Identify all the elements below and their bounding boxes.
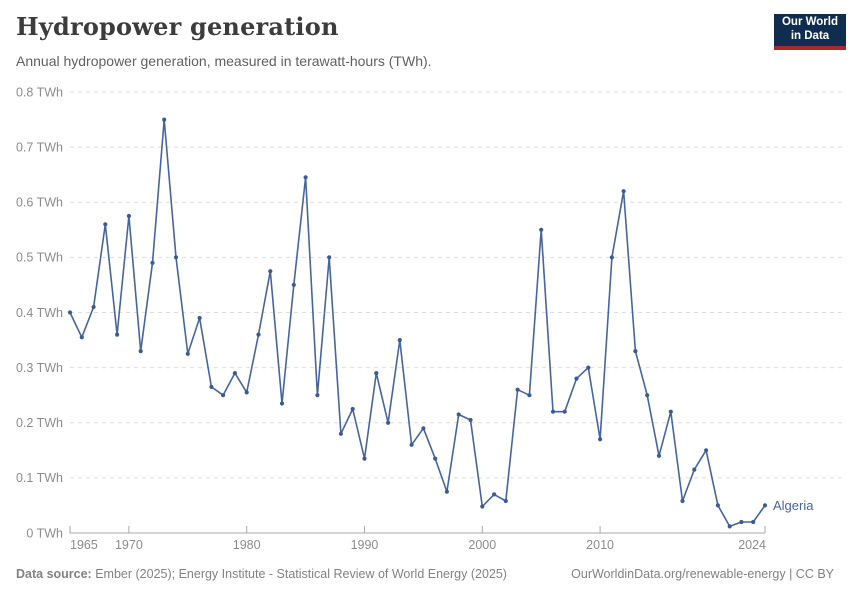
data-series-line[interactable] — [69, 118, 766, 528]
data-point[interactable] — [492, 492, 497, 497]
page-title: Hydropower generation — [16, 12, 339, 41]
data-source-text: Ember (2025); Energy Institute - Statist… — [91, 567, 507, 581]
y-axis-label: 0.5 TWh — [16, 251, 63, 265]
data-point[interactable] — [256, 332, 261, 337]
data-point[interactable] — [715, 503, 721, 508]
data-point[interactable] — [550, 409, 556, 414]
entity-label[interactable]: Algeria — [773, 498, 814, 513]
x-axis-label: 2024 — [738, 538, 766, 552]
data-point[interactable] — [279, 401, 285, 406]
data-point[interactable] — [126, 213, 131, 219]
data-source-label: Data source: — [16, 567, 92, 581]
data-point[interactable] — [515, 387, 520, 392]
data-point[interactable] — [762, 503, 768, 508]
data-point[interactable] — [221, 393, 226, 398]
data-point[interactable] — [574, 376, 579, 381]
data-point[interactable] — [668, 409, 673, 414]
data-point[interactable] — [197, 315, 202, 321]
data-point[interactable] — [338, 431, 343, 436]
data-point[interactable] — [468, 417, 473, 423]
x-axis-label: 2000 — [468, 538, 496, 552]
data-point[interactable] — [173, 255, 179, 260]
data-point[interactable] — [727, 524, 732, 529]
data-point[interactable] — [397, 338, 402, 343]
data-source-note: Data source: Ember (2025); Energy Instit… — [16, 567, 507, 581]
data-point[interactable] — [527, 393, 532, 398]
x-axis-label: 2010 — [586, 538, 614, 552]
y-axis-label: 0.1 TWh — [16, 471, 63, 485]
owid-url-license[interactable]: OurWorldinData.org/renewable-energy | CC… — [571, 567, 834, 581]
data-point[interactable] — [386, 420, 391, 425]
data-point[interactable] — [409, 442, 414, 447]
y-axis-label: 0.4 TWh — [16, 306, 63, 320]
data-point[interactable] — [739, 519, 744, 525]
data-point[interactable] — [209, 384, 214, 389]
data-point[interactable] — [362, 456, 367, 461]
data-point[interactable] — [692, 467, 697, 472]
data-point[interactable] — [79, 335, 84, 340]
y-axis-label: 0.2 TWh — [16, 416, 63, 430]
data-point[interactable] — [621, 189, 626, 194]
y-axis-label: 0 TWh — [26, 526, 63, 540]
data-point[interactable] — [751, 519, 756, 525]
data-point[interactable] — [609, 255, 615, 260]
data-point[interactable] — [645, 393, 650, 398]
data-point[interactable] — [444, 489, 449, 494]
data-point[interactable] — [598, 437, 603, 442]
y-axis-label: 0.8 TWh — [16, 85, 63, 99]
x-axis-label: 1965 — [70, 538, 98, 552]
data-point[interactable] — [656, 453, 662, 458]
chart-subtitle: Annual hydropower generation, measured i… — [16, 53, 432, 69]
data-point[interactable] — [268, 269, 273, 274]
data-point[interactable] — [456, 412, 461, 417]
data-point[interactable] — [503, 498, 508, 504]
data-point[interactable] — [704, 448, 709, 453]
data-point[interactable] — [291, 282, 296, 287]
data-point[interactable] — [315, 393, 320, 398]
x-axis-label: 1990 — [351, 538, 379, 552]
data-point[interactable] — [421, 426, 426, 431]
data-point[interactable] — [303, 175, 308, 180]
y-axis-label: 0.6 TWh — [16, 196, 63, 210]
data-point[interactable] — [162, 117, 167, 122]
y-axis-label: 0.3 TWh — [16, 361, 63, 375]
data-point[interactable] — [91, 304, 96, 310]
data-point[interactable] — [185, 351, 190, 356]
data-point[interactable] — [374, 371, 379, 376]
owid-logo-line1: Our World — [781, 16, 838, 28]
data-point[interactable] — [103, 222, 108, 227]
data-point[interactable] — [115, 332, 120, 337]
data-point[interactable] — [67, 310, 73, 315]
data-point[interactable] — [327, 255, 332, 260]
data-point[interactable] — [138, 349, 143, 354]
data-point[interactable] — [350, 406, 355, 412]
owid-logo[interactable]: Our World in Data — [774, 14, 846, 50]
data-point[interactable] — [433, 456, 438, 461]
x-axis-label: 1970 — [115, 538, 143, 552]
data-point[interactable] — [150, 260, 155, 265]
data-point[interactable] — [586, 365, 591, 370]
data-point[interactable] — [232, 371, 237, 376]
x-axis-label: 1980 — [233, 538, 261, 552]
y-axis-label: 0.7 TWh — [16, 140, 63, 154]
data-point[interactable] — [480, 504, 485, 509]
data-point[interactable] — [680, 498, 685, 504]
data-point[interactable] — [562, 409, 567, 414]
data-point[interactable] — [633, 349, 638, 354]
data-point[interactable] — [244, 390, 249, 395]
chart-footer: Data source: Ember (2025); Energy Instit… — [16, 567, 834, 581]
owid-logo-line2: in Data — [790, 29, 830, 42]
data-point[interactable] — [539, 227, 544, 232]
